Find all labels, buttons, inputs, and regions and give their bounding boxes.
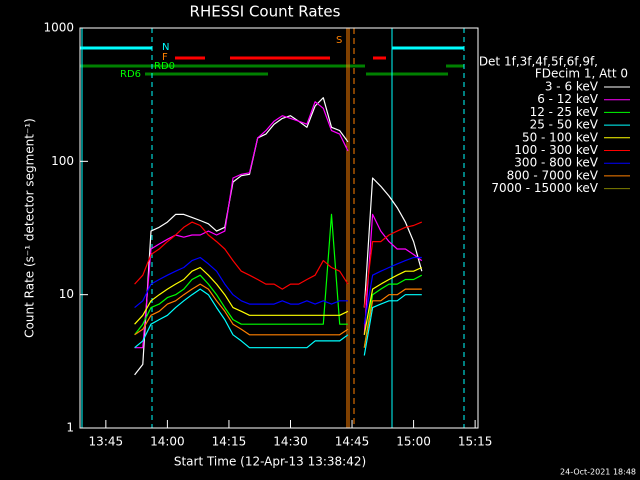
legend-label: 800 - 7000 keV <box>507 168 599 182</box>
series-line <box>134 213 423 348</box>
series-line <box>134 221 423 308</box>
legend-label: 7000 - 15000 keV <box>491 181 598 195</box>
legend-label: 100 - 300 keV <box>514 143 598 157</box>
series-line <box>134 283 422 348</box>
x-axis-label: Start Time (12-Apr-13 13:38:42) <box>174 455 366 469</box>
annotation: F <box>162 52 168 63</box>
x-tick-label: 14:45 <box>335 435 370 449</box>
x-tick-label: 13:45 <box>89 435 124 449</box>
series-line <box>134 288 422 356</box>
annotation: N <box>162 42 169 53</box>
y-axis-label: Count Rate (s⁻¹ detector segment⁻¹) <box>23 118 37 338</box>
flags <box>80 46 464 76</box>
legend-label: 6 - 12 keV <box>537 92 599 106</box>
series-line <box>134 101 423 349</box>
annotation: RD6 <box>120 69 141 80</box>
x-tick-label: 14:15 <box>212 435 247 449</box>
legend-label: 12 - 25 keV <box>530 105 599 119</box>
y-tick-label: 1 <box>66 421 74 435</box>
chart-title: RHESSI Count Rates <box>190 3 341 21</box>
y-tick-label: 10 <box>59 287 74 301</box>
series-line <box>134 266 423 335</box>
plot-frame <box>79 27 479 429</box>
markers <box>81 28 465 428</box>
x-tick-label: 15:00 <box>396 435 431 449</box>
series-line <box>134 256 422 325</box>
x-tick-label: 14:00 <box>150 435 185 449</box>
legend-label: 3 - 6 keV <box>545 80 599 94</box>
x-tick-label: 15:15 <box>458 435 493 449</box>
footer: 24-Oct-2021 18:48 <box>560 468 636 477</box>
series-line <box>134 97 423 376</box>
legend-label: 300 - 800 keV <box>514 156 598 170</box>
legend-label: 50 - 100 keV <box>522 130 599 144</box>
legend-header: FDecim 1, Att 0 <box>535 67 628 81</box>
x-tick-label: 14:30 <box>273 435 308 449</box>
y-tick-label: 1000 <box>43 21 74 35</box>
legend-label: 25 - 50 keV <box>530 118 599 132</box>
annotation: S <box>336 35 342 46</box>
legend-header: Det 1f,3f,4f,5f,6f,9f, <box>479 55 598 69</box>
annotation: RD0 <box>154 61 175 72</box>
y-tick-label: 100 <box>51 154 74 168</box>
